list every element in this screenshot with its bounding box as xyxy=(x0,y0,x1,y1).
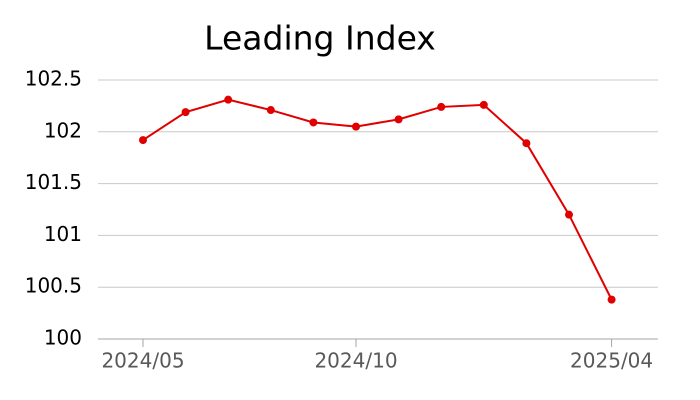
data-point xyxy=(479,100,488,109)
y-tick-label: 102 xyxy=(44,118,82,142)
data-point xyxy=(139,136,147,145)
data-point xyxy=(309,118,318,127)
data-point xyxy=(352,122,360,131)
data-point xyxy=(224,95,233,104)
x-tick-label: 2024/10 xyxy=(314,349,397,373)
data-point xyxy=(394,115,403,124)
chart-title: Leading Index xyxy=(204,19,436,58)
y-tick-label: 100 xyxy=(44,326,82,350)
y-tick-label: 102.5 xyxy=(25,67,82,91)
y-tick-label: 101.5 xyxy=(25,170,82,194)
data-point xyxy=(522,139,531,148)
data-point xyxy=(565,210,573,219)
data-point xyxy=(181,108,190,117)
data-point xyxy=(437,102,446,111)
x-tick-label: 2024/05 xyxy=(101,349,184,373)
data-line xyxy=(142,98,613,301)
data-point xyxy=(607,295,616,304)
data-point xyxy=(266,106,275,115)
x-tick-label: 2025/04 xyxy=(570,349,653,373)
y-tick-label: 100.5 xyxy=(25,274,82,298)
y-tick-label: 101 xyxy=(44,222,82,246)
